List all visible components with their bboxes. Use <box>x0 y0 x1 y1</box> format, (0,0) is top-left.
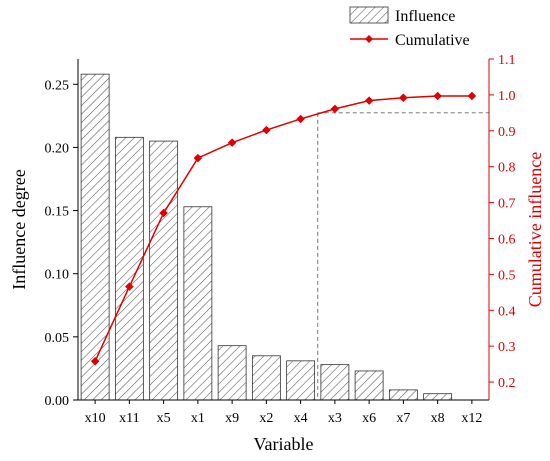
bar-x7 <box>388 389 418 401</box>
cumulative-point-x7 <box>399 93 408 103</box>
left-tick-label: 0.10 <box>45 268 70 283</box>
x-tick-label: x6 <box>362 411 376 426</box>
bar-x1 <box>183 206 213 401</box>
x-tick-label: x10 <box>85 411 106 426</box>
cumulative-point-x6 <box>364 96 374 105</box>
threshold-lines <box>317 112 489 400</box>
legend-cumulative-label: Cumulative <box>395 32 470 49</box>
left-tick-label: 0.25 <box>45 78 70 93</box>
right-tick-label: 0.8 <box>498 161 516 176</box>
x-tick-label: x1 <box>191 411 205 426</box>
x-tick-label: x5 <box>157 411 171 426</box>
right-tick-label: 0.3 <box>498 340 516 355</box>
cumulative-point-x11 <box>125 282 134 291</box>
x-tick-label: x7 <box>396 411 410 426</box>
bar-x4 <box>286 360 316 401</box>
bar-x2 <box>251 355 281 401</box>
legend: Influence Cumulative <box>349 6 470 49</box>
right-tick-label: 0.6 <box>498 232 516 247</box>
right-tick-label: 0.4 <box>498 304 516 319</box>
bar-series <box>80 73 453 401</box>
bar-x10 <box>80 73 110 401</box>
right-tick-label: 0.5 <box>498 268 516 283</box>
left-tick-label: 0.20 <box>45 141 70 156</box>
x-tick-label: x4 <box>294 411 308 426</box>
left-y-axis-title: Influence degree <box>9 169 29 289</box>
cumulative-series <box>90 91 477 366</box>
axes: 0.00 0.05 0.10 0.15 0.20 0.25 0.2 0.3 0.4 0.5 0.6 0… <box>9 53 545 454</box>
left-tick-label: 0.05 <box>45 331 70 346</box>
cumulative-point-x8 <box>433 91 442 101</box>
cumulative-point-x1 <box>193 153 203 163</box>
cumulative-line <box>94 95 472 362</box>
bar-x5 <box>149 140 179 401</box>
bar-x11 <box>114 136 144 401</box>
legend-cumulative-marker <box>365 35 373 43</box>
x-tick-label: x12 <box>461 411 482 426</box>
x-axis-title: Variable <box>254 434 314 454</box>
cumulative-point-x2 <box>262 125 271 135</box>
x-tick-label: x3 <box>328 411 342 426</box>
right-tick-label: 1.0 <box>498 89 516 104</box>
x-tick-label: x9 <box>225 411 239 426</box>
cumulative-point-x5 <box>159 208 168 218</box>
legend-influence-swatch <box>349 6 389 24</box>
cumulative-point-x3 <box>330 104 340 114</box>
x-tick-label: x2 <box>259 411 273 426</box>
x-tick-label: x8 <box>431 411 445 426</box>
cumulative-point-x4 <box>296 114 305 124</box>
bar-x6 <box>354 370 384 401</box>
cumulative-point-x9 <box>227 138 237 147</box>
x-tick-label: x11 <box>119 411 139 426</box>
right-tick-label: 0.2 <box>498 376 516 391</box>
cumulative-point-x10 <box>90 356 100 366</box>
cumulative-point-x12 <box>467 91 477 101</box>
right-tick-label: 1.1 <box>498 53 516 68</box>
bar-x9 <box>217 345 247 401</box>
left-tick-label: 0.15 <box>45 205 70 220</box>
bar-x8 <box>423 393 453 401</box>
right-tick-label: 0.9 <box>498 125 516 140</box>
right-y-axis-title: Cumulative influence <box>525 152 545 307</box>
right-tick-label: 0.7 <box>498 197 516 212</box>
bar-x3 <box>320 364 350 401</box>
left-tick-label: 0.00 <box>45 394 70 409</box>
legend-influence-label: Influence <box>395 8 455 25</box>
